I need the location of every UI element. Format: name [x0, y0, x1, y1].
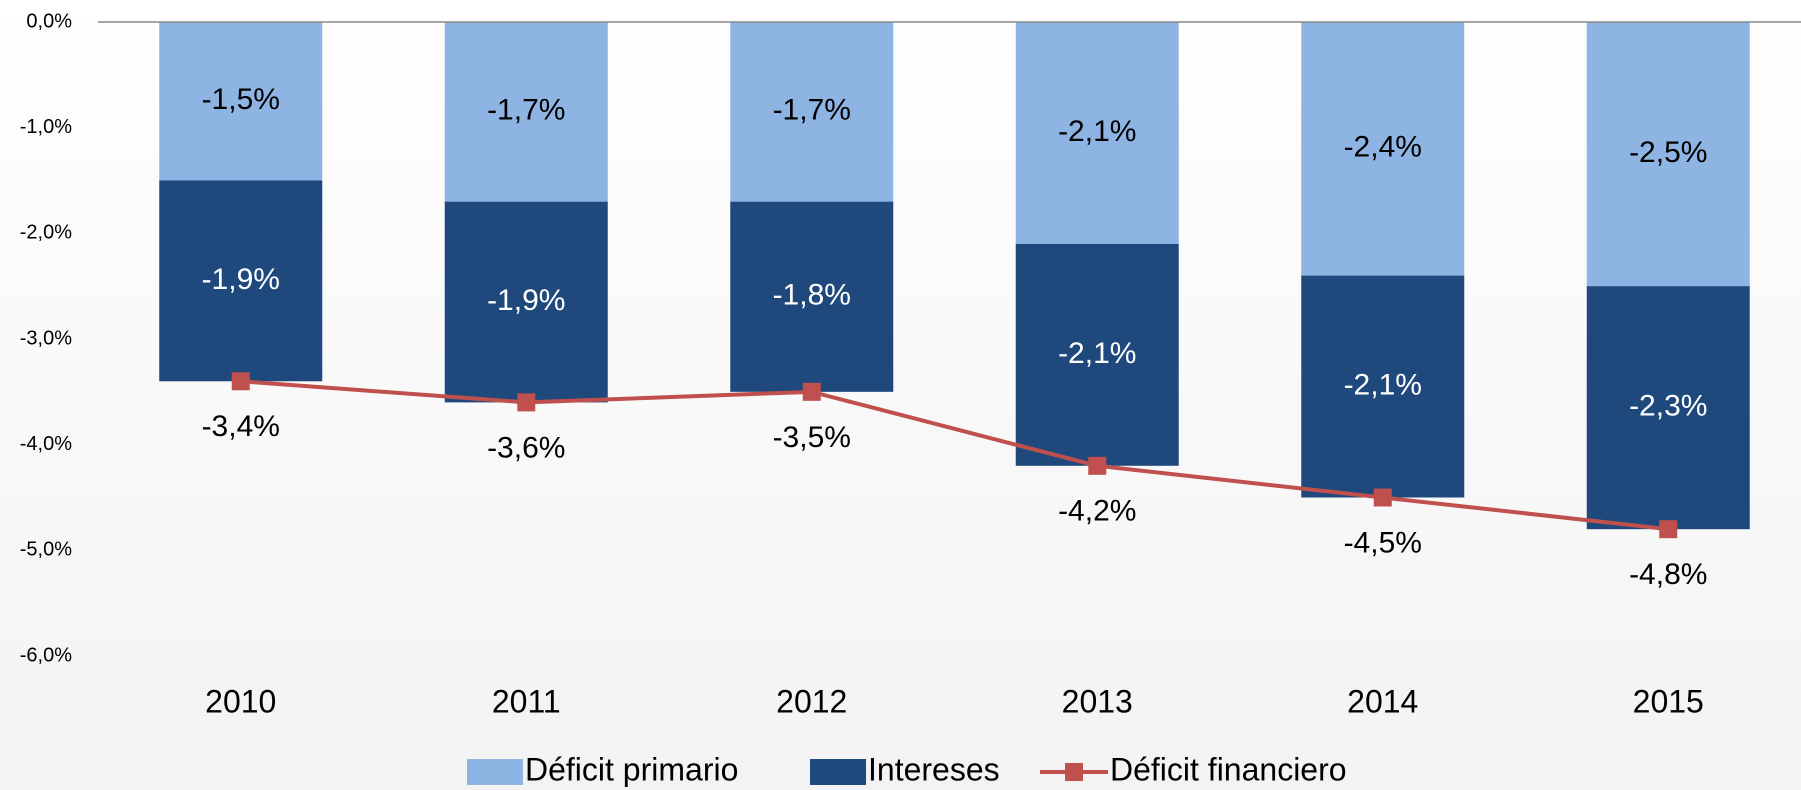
bar [444, 22, 608, 202]
bar [730, 201, 894, 392]
bar [1301, 22, 1465, 276]
bar [1015, 22, 1179, 244]
bar [159, 180, 323, 382]
line-marker [1659, 520, 1678, 539]
data-label: -2,5% [1629, 136, 1707, 169]
data-label: -1,7% [773, 94, 851, 127]
data-label: -2,4% [1344, 131, 1422, 164]
y-tick-label: -5,0% [20, 539, 72, 561]
x-tick-label: 2010 [205, 683, 276, 719]
data-label: -3,6% [487, 431, 565, 464]
line [240, 379, 1669, 532]
data-label: -1,5% [202, 83, 280, 116]
bar [1586, 22, 1750, 287]
data-label: -4,2% [1058, 495, 1136, 528]
data-label: -2,3% [1629, 390, 1707, 423]
line-marker [802, 382, 821, 401]
x-tick-label: 2013 [1062, 683, 1133, 719]
data-label: -1,9% [487, 284, 565, 317]
bar [159, 22, 323, 181]
data-label: -1,9% [202, 263, 280, 296]
data-label: -4,5% [1344, 526, 1422, 559]
legend-label: Déficit financiero [1110, 751, 1347, 787]
legend-label: Déficit primario [525, 751, 738, 787]
line-marker [1088, 456, 1107, 475]
data-label: -2,1% [1058, 337, 1136, 370]
data-label: -4,8% [1629, 558, 1707, 591]
bar [1301, 275, 1465, 498]
data-label: -3,4% [202, 410, 280, 443]
bar [444, 201, 608, 403]
x-tick-label: 2014 [1347, 683, 1418, 719]
legend-swatch [1065, 763, 1083, 781]
line-marker [231, 372, 250, 391]
data-label: -2,1% [1058, 115, 1136, 148]
bar [1015, 243, 1179, 466]
bar [1586, 286, 1750, 530]
legend-swatch [810, 759, 866, 785]
y-tick-label: -6,0% [20, 644, 72, 666]
data-label: -1,8% [773, 279, 851, 312]
y-tick-label: 0,0% [26, 10, 72, 32]
data-label: -3,5% [773, 421, 851, 454]
line-marker [1373, 488, 1392, 507]
y-tick-label: -2,0% [20, 222, 72, 244]
data-label: -2,1% [1344, 368, 1422, 401]
x-tick-label: 2015 [1633, 683, 1704, 719]
bar [730, 22, 894, 202]
legend-swatch [467, 759, 523, 785]
data-label: -1,7% [487, 94, 565, 127]
y-tick-label: -1,0% [20, 116, 72, 138]
y-tick-label: -3,0% [20, 327, 72, 349]
line-marker [517, 393, 536, 412]
y-tick-label: -4,0% [20, 433, 72, 455]
x-tick-label: 2012 [776, 683, 847, 719]
x-tick-label: 2011 [492, 683, 561, 719]
legend-label: Intereses [868, 751, 1000, 787]
